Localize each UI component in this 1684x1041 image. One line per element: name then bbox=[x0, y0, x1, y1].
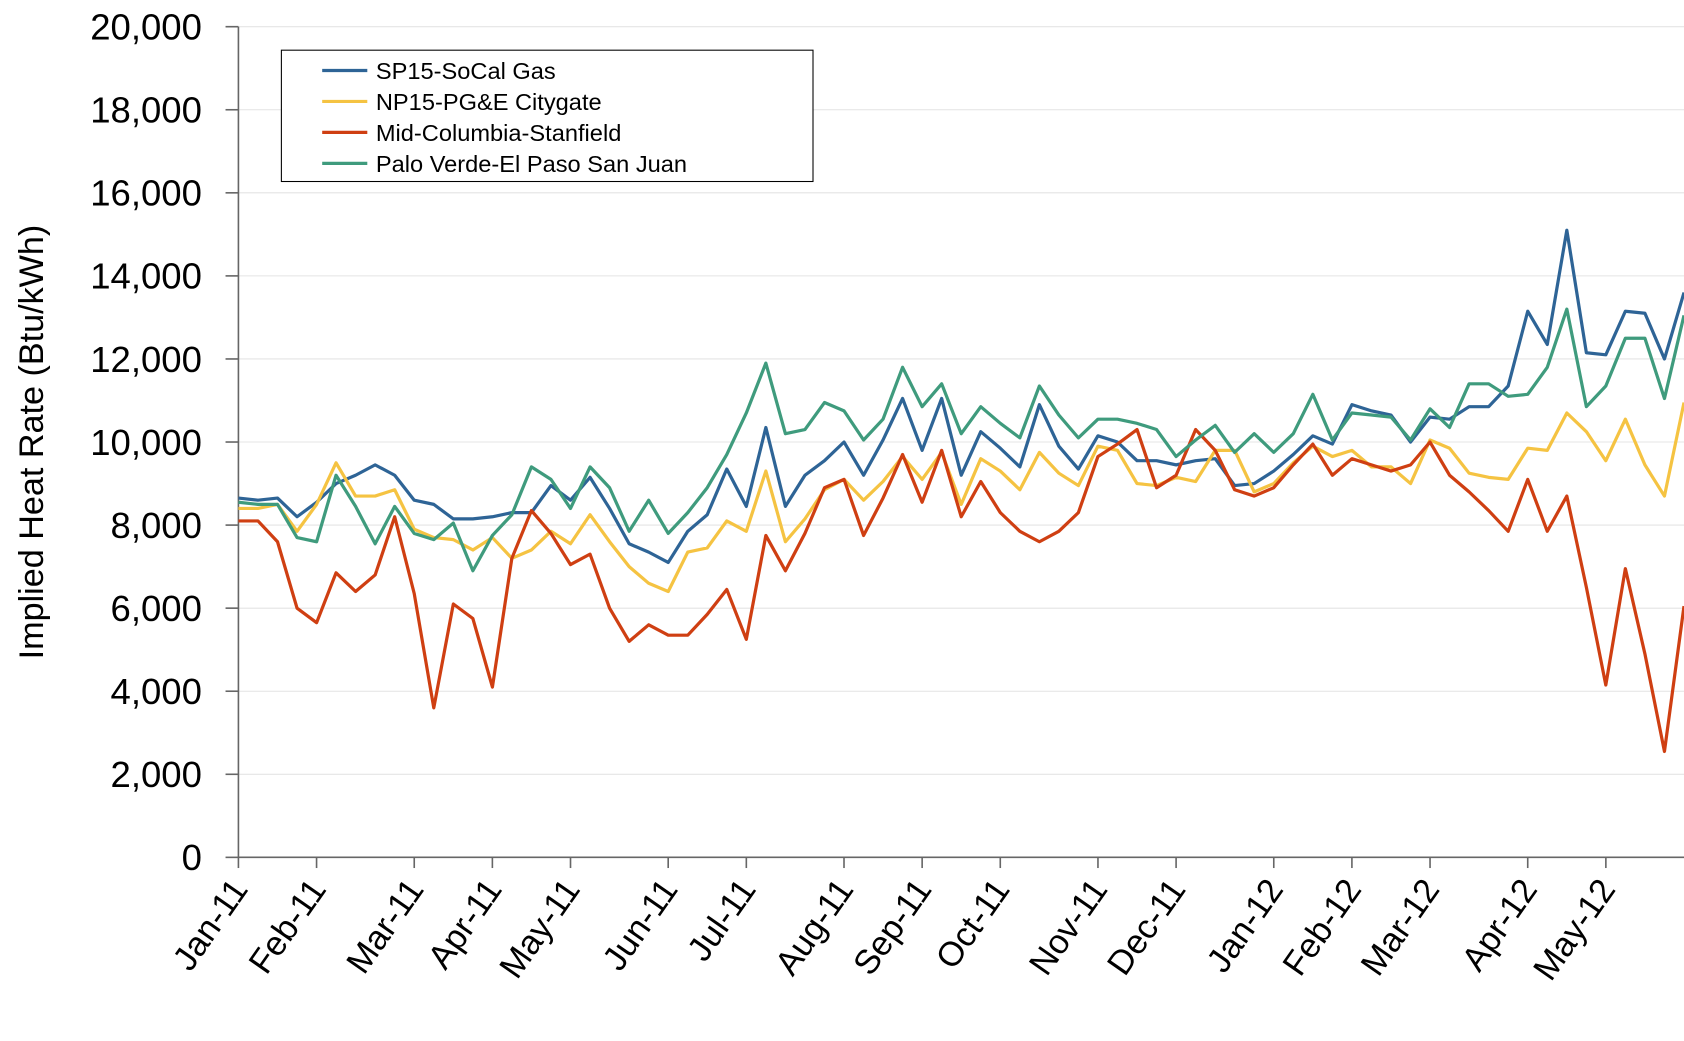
x-tick-label: May-11 bbox=[492, 872, 587, 985]
x-tick-label: Oct-11 bbox=[929, 872, 1018, 976]
series-line bbox=[238, 307, 1684, 573]
y-axis-title: Implied Heat Rate (Btu/kWh) bbox=[13, 225, 51, 660]
legend-label: Palo Verde-El Paso San Juan bbox=[376, 151, 687, 177]
series-line bbox=[238, 228, 1684, 565]
x-tick-label: Nov-11 bbox=[1022, 872, 1115, 982]
x-tick-label: Feb-12 bbox=[1276, 872, 1370, 982]
x-tick-label: Feb-11 bbox=[242, 872, 334, 980]
y-tick-label: 0 bbox=[182, 837, 202, 878]
x-tick-label: Jul-11 bbox=[680, 872, 763, 968]
x-tick-label: Mar-12 bbox=[1354, 872, 1448, 982]
y-tick-label: 18,000 bbox=[90, 90, 202, 131]
x-tick-label: Sep-11 bbox=[846, 872, 939, 982]
legend-label: SP15-SoCal Gas bbox=[376, 58, 556, 84]
y-tick-label: 14,000 bbox=[90, 256, 202, 297]
legend-label: Mid-Columbia-Stanfield bbox=[376, 120, 621, 146]
series-line bbox=[238, 402, 1684, 594]
x-tick-label: Jun-11 bbox=[595, 872, 685, 977]
legend-box bbox=[280, 49, 814, 183]
x-tick-label: May-12 bbox=[1526, 872, 1623, 987]
legend-label: NP15-PG&E Citygate bbox=[376, 89, 602, 115]
x-tick-label: Dec-11 bbox=[1100, 872, 1193, 982]
y-tick-label: 16,000 bbox=[90, 173, 202, 214]
y-tick-label: 10,000 bbox=[90, 422, 202, 463]
x-tick-label: Jan-11 bbox=[166, 872, 256, 977]
x-tick-label: Aug-11 bbox=[768, 872, 861, 982]
x-tick-label: Mar-11 bbox=[339, 872, 431, 980]
y-tick-label: 2,000 bbox=[111, 754, 202, 795]
y-tick-label: 20,000 bbox=[90, 7, 202, 48]
y-tick-label: 12,000 bbox=[90, 339, 202, 380]
series-line bbox=[238, 427, 1684, 754]
y-tick-label: 4,000 bbox=[111, 671, 202, 712]
y-tick-label: 6,000 bbox=[111, 588, 202, 629]
y-tick-label: 8,000 bbox=[111, 505, 202, 546]
